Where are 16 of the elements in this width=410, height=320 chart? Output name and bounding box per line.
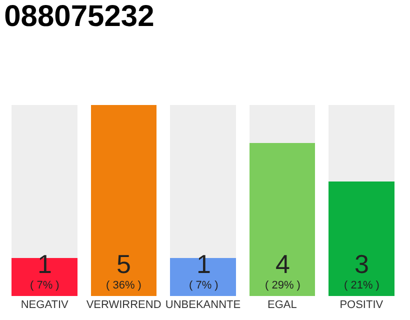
bar: [249, 143, 316, 296]
x-tick-label: VERWIRREND: [86, 299, 162, 311]
x-tick-label: NEGATIV: [20, 299, 69, 311]
data-label: 5 ( 36% ): [106, 249, 142, 292]
data-label: 4 ( 29% ): [265, 249, 300, 292]
bar: [328, 105, 394, 182]
x-tick-label: UNBEKANNTE: [165, 299, 241, 311]
bar: [90, 105, 157, 296]
bar: [249, 105, 316, 144]
data-label: 1 ( 7% ): [189, 249, 218, 292]
data-label: 3 ( 21% ): [344, 249, 380, 292]
x-tick-label: POSITIV: [340, 299, 384, 311]
data-label: 1 ( 7% ): [30, 249, 60, 292]
x-tick-label: EGAL: [268, 299, 297, 311]
chart-title: 088075232: [4, 0, 154, 33]
bar: [328, 181, 394, 296]
